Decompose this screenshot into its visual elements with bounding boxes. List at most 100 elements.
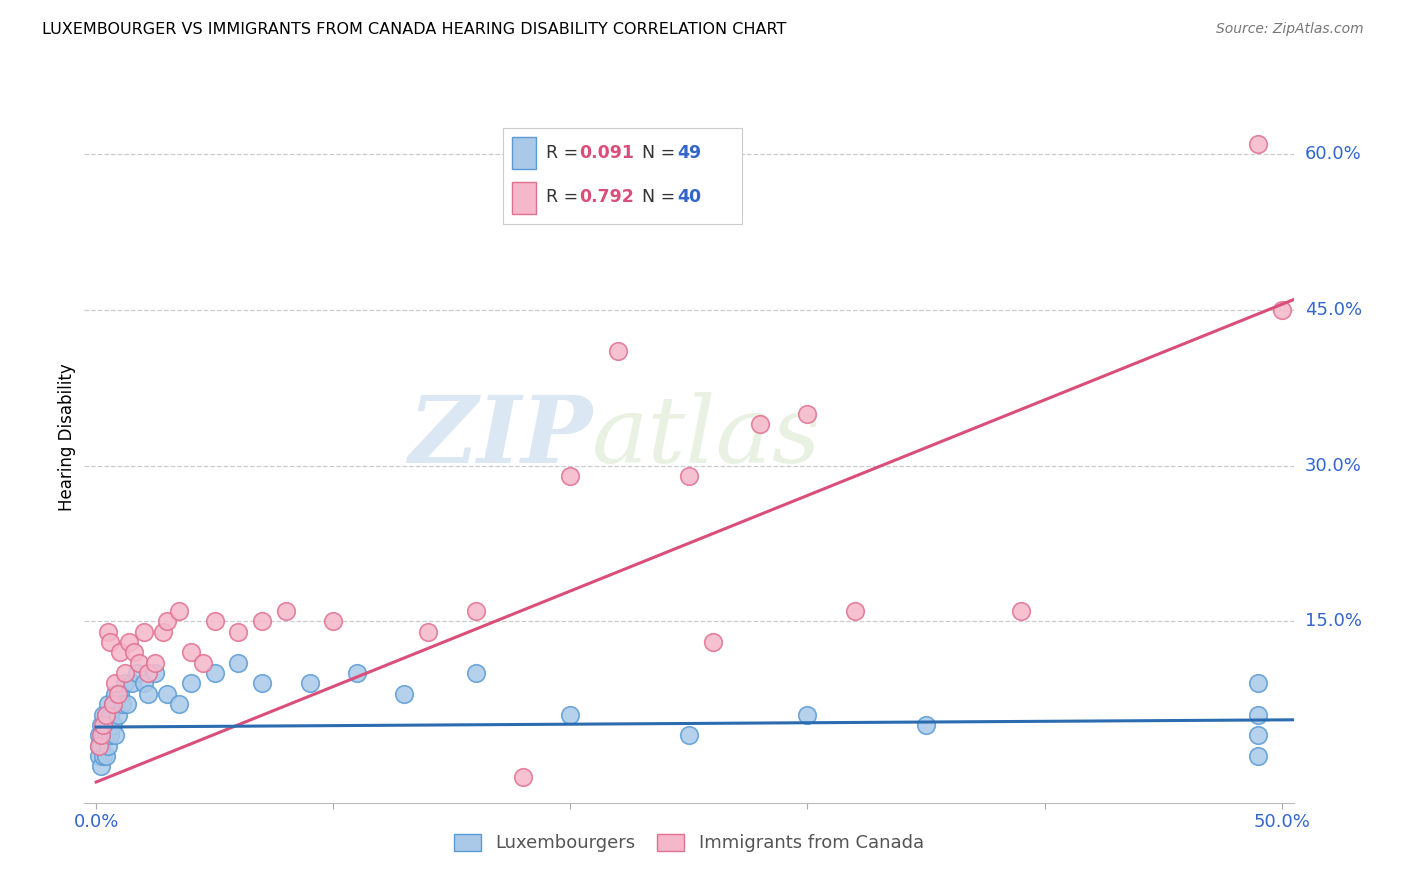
Text: R =: R =	[546, 188, 583, 206]
Point	[1247, 676, 1270, 690]
Point	[104, 728, 127, 742]
Point	[560, 707, 582, 722]
Text: Source: ZipAtlas.com: Source: ZipAtlas.com	[1216, 22, 1364, 37]
Point	[91, 718, 114, 732]
Point	[90, 759, 112, 773]
Point	[125, 666, 148, 681]
Point	[464, 604, 486, 618]
Point	[101, 718, 124, 732]
Point	[844, 604, 866, 618]
Point	[191, 656, 214, 670]
Point	[101, 698, 124, 712]
Text: 15.0%: 15.0%	[1305, 612, 1361, 631]
Y-axis label: Hearing Disability: Hearing Disability	[58, 363, 76, 511]
Point	[87, 739, 110, 753]
Point	[132, 624, 155, 639]
Text: 40: 40	[678, 188, 702, 206]
Point	[94, 749, 117, 764]
FancyBboxPatch shape	[512, 183, 536, 214]
Legend: Luxembourgers, Immigrants from Canada: Luxembourgers, Immigrants from Canada	[447, 826, 931, 860]
Point	[128, 656, 150, 670]
Point	[167, 698, 190, 712]
Point	[156, 687, 179, 701]
Point	[346, 666, 368, 681]
Point	[122, 645, 145, 659]
Point	[250, 676, 273, 690]
Point	[702, 635, 724, 649]
Point	[560, 469, 582, 483]
Point	[90, 728, 112, 742]
Point	[1247, 136, 1270, 151]
Point	[796, 407, 818, 421]
Point	[250, 614, 273, 628]
Point	[606, 344, 628, 359]
Point	[138, 687, 160, 701]
Point	[464, 666, 486, 681]
Point	[108, 687, 131, 701]
Point	[678, 728, 700, 742]
Text: LUXEMBOURGER VS IMMIGRANTS FROM CANADA HEARING DISABILITY CORRELATION CHART: LUXEMBOURGER VS IMMIGRANTS FROM CANADA H…	[42, 22, 786, 37]
Point	[1247, 749, 1270, 764]
Point	[1010, 604, 1032, 618]
Text: R =: R =	[546, 145, 583, 162]
Point	[418, 624, 440, 639]
Point	[204, 614, 226, 628]
Point	[100, 728, 122, 742]
Point	[749, 417, 772, 431]
Point	[91, 707, 114, 722]
Point	[132, 676, 155, 690]
Point	[100, 707, 122, 722]
Point	[97, 718, 120, 732]
Text: N =: N =	[641, 188, 681, 206]
Point	[104, 687, 127, 701]
FancyBboxPatch shape	[512, 137, 536, 169]
Point	[152, 624, 174, 639]
Point	[274, 604, 297, 618]
Point	[104, 676, 127, 690]
Point	[100, 635, 122, 649]
Text: 49: 49	[678, 145, 702, 162]
Point	[91, 749, 114, 764]
Point	[796, 707, 818, 722]
Text: 45.0%: 45.0%	[1305, 301, 1362, 319]
Point	[101, 698, 124, 712]
Text: N =: N =	[641, 145, 681, 162]
Point	[145, 666, 167, 681]
Point	[97, 624, 120, 639]
Point	[678, 469, 700, 483]
Text: 30.0%: 30.0%	[1305, 457, 1361, 475]
Point	[118, 635, 141, 649]
Point	[97, 698, 120, 712]
Point	[156, 614, 179, 628]
Point	[108, 645, 131, 659]
Point	[90, 718, 112, 732]
Point	[115, 698, 138, 712]
Point	[114, 666, 136, 681]
Point	[512, 770, 534, 784]
Point	[97, 739, 120, 753]
Point	[107, 687, 129, 701]
Point	[94, 707, 117, 722]
Point	[111, 698, 134, 712]
Point	[107, 707, 129, 722]
Point	[90, 739, 112, 753]
Point	[87, 749, 110, 764]
Point	[167, 604, 190, 618]
Point	[1247, 728, 1270, 742]
Text: 0.091: 0.091	[579, 145, 634, 162]
Point	[228, 656, 250, 670]
Point	[91, 728, 114, 742]
Point	[228, 624, 250, 639]
Point	[94, 707, 117, 722]
Point	[915, 718, 938, 732]
Point	[1247, 707, 1270, 722]
Point	[114, 676, 136, 690]
Point	[322, 614, 344, 628]
Point	[180, 676, 202, 690]
Point	[145, 656, 167, 670]
Point	[94, 728, 117, 742]
Point	[298, 676, 321, 690]
Point	[180, 645, 202, 659]
Text: 60.0%: 60.0%	[1305, 145, 1361, 163]
Text: ZIP: ZIP	[408, 392, 592, 482]
